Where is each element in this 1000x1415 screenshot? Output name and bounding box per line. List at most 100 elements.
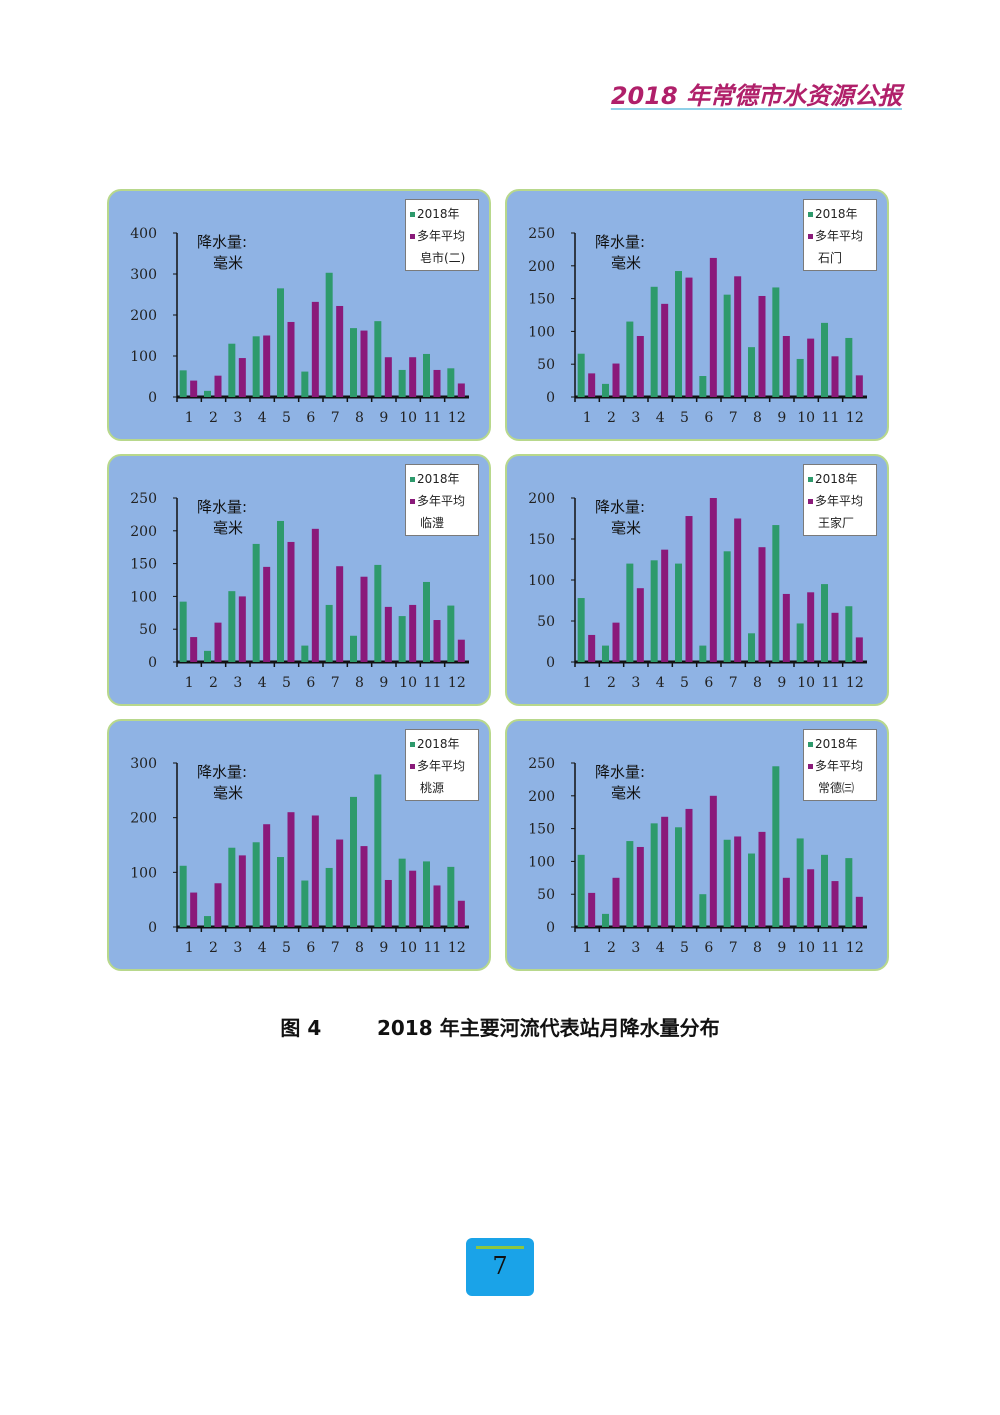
x-tick-label: 10 (797, 410, 815, 426)
bar-2018 (723, 551, 731, 662)
x-tick-label: 3 (233, 940, 242, 956)
y-tick-label: 0 (546, 655, 555, 671)
x-tick-label: 5 (282, 410, 291, 426)
bar-2018 (325, 272, 333, 397)
bar-2018 (252, 543, 260, 662)
bar-average (855, 637, 863, 662)
y-tick-label: 150 (528, 822, 555, 838)
x-tick-label: 3 (233, 410, 242, 426)
bar-average (336, 839, 344, 927)
y-axis-unit: 毫米 (213, 519, 243, 537)
bar-average (734, 836, 742, 927)
y-tick-label: 50 (537, 357, 555, 373)
y-axis-label: 降水量: (595, 763, 645, 781)
x-tick-label: 5 (680, 675, 689, 691)
bar-average (190, 892, 198, 927)
y-tick-label: 250 (528, 756, 555, 772)
bar-average (612, 622, 620, 662)
x-tick-label: 3 (631, 410, 640, 426)
y-tick-label: 250 (130, 491, 157, 507)
x-tick-label: 6 (306, 410, 315, 426)
bar-average (409, 870, 417, 927)
bar-2018 (650, 286, 658, 397)
bar-2018 (748, 633, 755, 662)
x-tick-label: 9 (777, 675, 786, 691)
y-tick-label: 100 (130, 865, 157, 881)
bar-average (782, 877, 790, 927)
bar-average (360, 846, 368, 927)
bar-average (457, 639, 465, 662)
bar-2018 (423, 353, 430, 397)
x-tick-label: 12 (448, 410, 466, 426)
bar-2018 (301, 880, 309, 927)
x-tick-label: 1 (583, 410, 592, 426)
bar-average (831, 356, 839, 397)
bar-2018 (252, 336, 260, 397)
x-tick-label: 6 (704, 940, 713, 956)
bar-2018 (398, 616, 406, 662)
bar-2018 (179, 370, 187, 397)
legend-label-average: 多年平均 (815, 494, 864, 508)
bar-2018 (325, 604, 333, 662)
legend-label-average: 多年平均 (417, 759, 466, 773)
legend-label-average: 多年平均 (417, 494, 466, 508)
bar-average (831, 881, 839, 927)
bar-2018 (699, 376, 707, 397)
legend-swatch-2018 (410, 212, 415, 217)
x-tick-label: 12 (846, 410, 864, 426)
x-tick-label: 8 (753, 675, 762, 691)
bar-average (433, 620, 441, 662)
bar-average (336, 566, 344, 662)
bar-average (457, 900, 465, 927)
bar-2018 (350, 635, 357, 662)
chart-legend: 2018年 多年平均 临澧 (405, 464, 479, 536)
chart-legend: 2018年 多年平均 石门 (803, 199, 877, 271)
y-tick-label: 200 (528, 789, 555, 805)
bar-2018 (675, 271, 682, 397)
bar-average (709, 257, 717, 397)
y-tick-label: 100 (130, 589, 157, 605)
bar-average (263, 335, 271, 397)
legend-swatch-average (410, 499, 415, 504)
legend-swatch-2018 (410, 477, 415, 482)
bar-average (433, 885, 441, 927)
bar-2018 (675, 827, 682, 927)
bar-average (238, 358, 246, 397)
bar-average (709, 498, 717, 662)
bar-average (807, 869, 815, 927)
y-axis-unit: 毫米 (611, 784, 641, 802)
bar-average (433, 369, 441, 397)
bar-average (384, 606, 392, 662)
y-tick-label: 200 (130, 308, 157, 324)
bar-2018 (650, 823, 658, 927)
bar-average (807, 338, 815, 397)
x-tick-label: 5 (680, 940, 689, 956)
y-axis-label: 降水量: (595, 233, 645, 251)
legend-swatch-2018 (808, 742, 813, 747)
bar-average (336, 305, 344, 397)
x-tick-label: 5 (282, 675, 291, 691)
bar-2018 (602, 913, 609, 927)
y-tick-label: 200 (528, 491, 555, 507)
x-tick-label: 6 (704, 410, 713, 426)
bar-2018 (796, 838, 804, 927)
document-title: 2018 年常德市水资源公报 (610, 82, 902, 110)
y-tick-label: 300 (130, 267, 157, 283)
y-axis-unit: 毫米 (611, 254, 641, 272)
page-number-box: 7 (466, 1238, 534, 1296)
bar-average (588, 634, 596, 662)
y-tick-label: 100 (130, 349, 157, 365)
bar-2018 (277, 288, 284, 397)
y-tick-label: 300 (130, 756, 157, 772)
bar-2018 (577, 598, 585, 662)
bar-average (311, 528, 319, 662)
bar-2018 (277, 857, 284, 927)
bar-average (588, 892, 596, 927)
bar-2018 (772, 766, 780, 927)
y-tick-label: 150 (528, 292, 555, 308)
bar-average (661, 549, 669, 662)
bar-2018 (602, 645, 609, 662)
